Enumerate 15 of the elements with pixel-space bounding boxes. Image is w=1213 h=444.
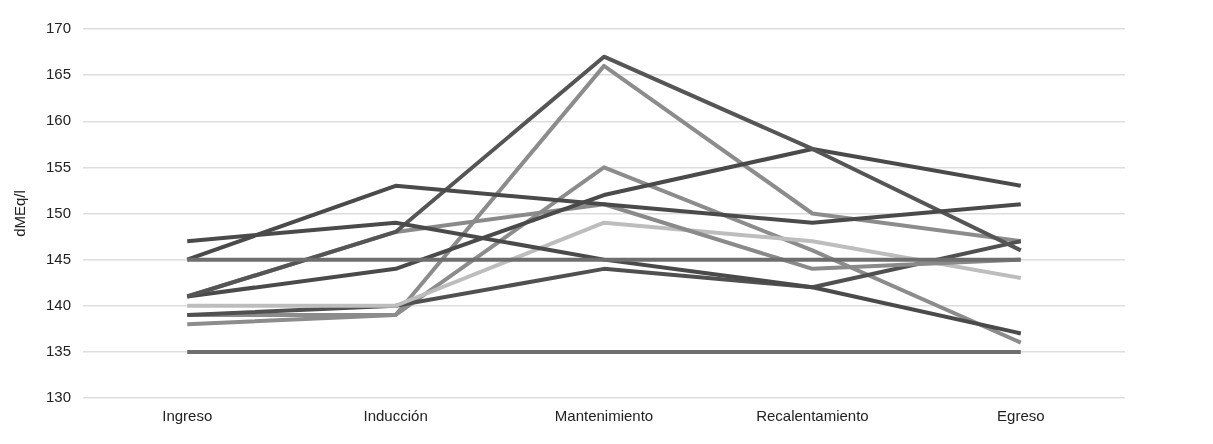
x-tick-label: Inducción xyxy=(363,407,428,425)
x-tick-label: Egreso xyxy=(997,407,1045,425)
y-tick-label: 150 xyxy=(46,203,72,221)
y-tick-label: 145 xyxy=(46,249,72,267)
y-tick-label: 130 xyxy=(46,388,72,406)
y-tick-label: 155 xyxy=(46,157,72,175)
y-tick-label: 165 xyxy=(46,65,72,83)
y-tick-label: 160 xyxy=(46,111,72,129)
x-tick-label: Ingreso xyxy=(162,407,213,425)
y-tick-label: 135 xyxy=(46,342,72,360)
y-axis-title: dMEq/l xyxy=(11,190,29,237)
x-tick-label: Mantenimiento xyxy=(554,407,654,425)
y-tick-label: 140 xyxy=(46,295,72,313)
x-tick-label: Recalentamiento xyxy=(756,407,869,425)
y-tick-label: 170 xyxy=(46,19,72,37)
